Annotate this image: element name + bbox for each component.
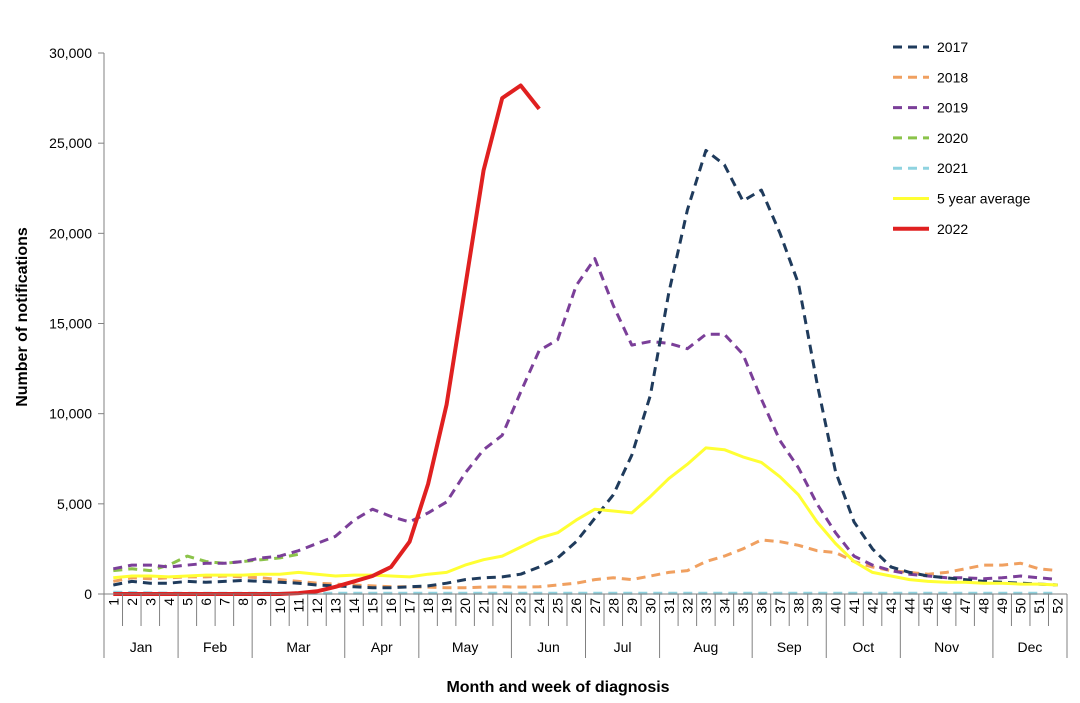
x-week-label: 28 [605, 598, 621, 614]
x-month-label: Apr [371, 639, 393, 655]
y-tick-label: 25,000 [49, 135, 92, 151]
series-line-2022 [113, 83, 541, 596]
x-month-label: Aug [693, 639, 718, 655]
x-week-label: 41 [846, 598, 862, 614]
x-week-label: 3 [142, 598, 158, 606]
x-week-label: 29 [624, 598, 640, 614]
x-month-label: Jun [537, 639, 560, 655]
x-week-label: 40 [828, 598, 844, 614]
x-week-label: 15 [365, 598, 381, 614]
x-week-label: 5 [179, 598, 195, 606]
x-month-label: Feb [203, 639, 227, 655]
x-week-label: 4 [161, 598, 177, 606]
x-week-label: 44 [902, 598, 918, 614]
x-week-label: 42 [865, 598, 881, 614]
x-month-label: Nov [934, 639, 959, 655]
x-week-label: 24 [531, 598, 547, 614]
x-week-label: 33 [698, 598, 714, 614]
x-week-label: 16 [383, 598, 399, 614]
x-week-label: 9 [253, 598, 269, 606]
x-week-label: 19 [439, 598, 455, 614]
x-week-label: 14 [346, 598, 362, 614]
x-axis-title: Month and week of diagnosis [446, 679, 669, 696]
x-week-label: 34 [716, 598, 732, 614]
legend-label-2018: 2018 [937, 69, 968, 85]
x-week-label: 21 [476, 598, 492, 614]
x-week-label: 35 [735, 598, 751, 614]
x-week-label: 48 [976, 598, 992, 614]
y-tick-label: 5,000 [57, 496, 92, 512]
x-week-label: 17 [402, 598, 418, 614]
x-month-label: Sep [777, 639, 802, 655]
y-tick-label: 10,000 [49, 406, 92, 422]
x-week-label: 51 [1031, 598, 1047, 614]
x-week-label: 22 [494, 598, 510, 614]
series-line-2019 [113, 257, 1058, 582]
series-line-2020 [113, 552, 299, 573]
x-week-label: 20 [457, 598, 473, 614]
x-week-label: 10 [272, 598, 288, 614]
x-week-label: 43 [883, 598, 899, 614]
legend-label-2022: 2022 [937, 221, 968, 237]
x-week-label: 25 [550, 598, 566, 614]
x-week-label: 47 [957, 598, 973, 614]
x-week-label: 7 [216, 598, 232, 606]
x-month-label: Dec [1018, 639, 1043, 655]
legend-label-2019: 2019 [937, 100, 968, 116]
x-month-label: Mar [286, 639, 310, 655]
x-week-label: 32 [679, 598, 695, 614]
x-week-label: 45 [920, 598, 936, 614]
x-week-label: 1 [105, 598, 121, 606]
y-axis-title: Number of notifications [14, 227, 31, 407]
legend-label-2021: 2021 [937, 160, 968, 176]
x-week-label: 23 [513, 598, 529, 614]
y-tick-label: 15,000 [49, 316, 92, 332]
x-week-label: 27 [587, 598, 603, 614]
x-week-label: 18 [420, 598, 436, 614]
legend-label-2017: 2017 [937, 39, 968, 55]
series-line-2017 [113, 148, 1058, 590]
x-axis: 1 2 3 4 5 6 7 8 9 10 11 12 13 14 15 16 17 18 19 20 21 22 23 24 2… [103, 593, 1068, 658]
x-week-label: 49 [994, 598, 1010, 614]
plot-area [113, 83, 1058, 596]
y-tick-label: 20,000 [49, 225, 92, 241]
x-week-label: 6 [198, 598, 214, 606]
series-line-5-year-average [113, 446, 1058, 587]
legend-label-5-year-average: 5 year average [937, 191, 1031, 207]
x-week-label: 30 [642, 598, 658, 614]
x-week-label: 50 [1013, 598, 1029, 614]
x-week-label: 31 [661, 598, 677, 614]
x-month-label: Jan [130, 639, 153, 655]
x-week-label: 46 [939, 598, 955, 614]
legend-label-2020: 2020 [937, 130, 968, 146]
x-week-label: 12 [309, 598, 325, 614]
x-month-label: Oct [852, 639, 874, 655]
y-axis: 0 5,000 10,000 15,000 20,000 25,000 30,000 [49, 45, 105, 602]
x-week-label: 37 [772, 598, 788, 614]
y-tick-label: 30,000 [49, 45, 92, 61]
x-week-label: 11 [290, 598, 306, 613]
y-tick-label: 0 [84, 586, 92, 602]
x-week-label: 39 [809, 598, 825, 614]
x-week-label: 8 [235, 598, 251, 606]
x-week-label: 2 [124, 598, 140, 606]
legend: 2017 2018 2019 2020 2021 5 year average 2022 [893, 39, 1031, 237]
x-month-label: Jul [614, 639, 632, 655]
x-week-label: 52 [1050, 598, 1066, 614]
x-month-label: May [452, 639, 478, 655]
x-week-label: 38 [790, 598, 806, 614]
x-week-label: 13 [327, 598, 343, 614]
x-week-label: 36 [753, 598, 769, 614]
x-week-label: 26 [568, 598, 584, 614]
